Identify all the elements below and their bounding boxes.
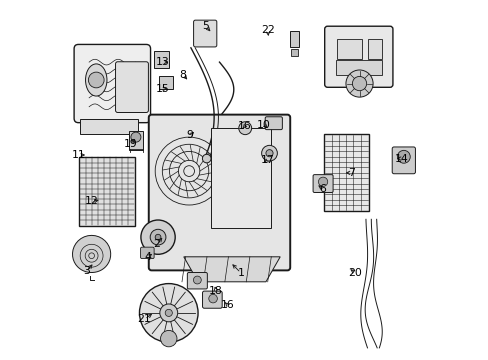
- Text: 21: 21: [137, 314, 151, 324]
- Circle shape: [160, 330, 177, 347]
- FancyBboxPatch shape: [264, 117, 282, 130]
- FancyBboxPatch shape: [187, 273, 207, 289]
- Text: 19: 19: [123, 139, 137, 149]
- Circle shape: [88, 72, 104, 88]
- Text: 2: 2: [153, 239, 160, 249]
- Circle shape: [141, 220, 175, 254]
- Text: 12: 12: [85, 197, 99, 206]
- Text: 20: 20: [347, 268, 362, 278]
- Text: 14: 14: [394, 154, 407, 163]
- Bar: [80, 119, 137, 134]
- Text: 9: 9: [186, 130, 193, 140]
- Bar: [154, 51, 168, 68]
- Circle shape: [150, 229, 165, 245]
- Circle shape: [318, 177, 327, 186]
- Text: 16: 16: [221, 300, 234, 310]
- FancyBboxPatch shape: [140, 247, 154, 258]
- Bar: [335, 60, 381, 75]
- Circle shape: [193, 276, 201, 284]
- Text: 10: 10: [257, 120, 270, 130]
- Circle shape: [131, 132, 141, 142]
- Circle shape: [160, 304, 177, 322]
- Circle shape: [352, 76, 366, 91]
- Text: 16: 16: [237, 121, 251, 131]
- Circle shape: [139, 284, 198, 342]
- Circle shape: [345, 70, 372, 97]
- Text: 11: 11: [71, 150, 85, 160]
- Bar: [210, 128, 271, 228]
- Text: 13: 13: [155, 57, 169, 67]
- Text: 18: 18: [208, 286, 223, 296]
- FancyBboxPatch shape: [148, 114, 290, 270]
- Text: 15: 15: [155, 84, 169, 94]
- Text: 3: 3: [83, 266, 90, 276]
- FancyBboxPatch shape: [202, 291, 222, 308]
- Circle shape: [397, 150, 409, 163]
- Bar: [79, 157, 134, 226]
- Bar: [128, 131, 143, 150]
- FancyBboxPatch shape: [74, 44, 150, 123]
- Bar: [337, 39, 362, 59]
- Bar: [367, 39, 381, 59]
- Polygon shape: [183, 257, 280, 282]
- Text: 5: 5: [202, 21, 209, 31]
- Text: 6: 6: [319, 184, 326, 194]
- Bar: [289, 31, 298, 47]
- FancyBboxPatch shape: [324, 26, 392, 87]
- Text: 17: 17: [260, 156, 274, 165]
- Text: 8: 8: [179, 69, 186, 80]
- Text: 4: 4: [144, 252, 151, 262]
- Circle shape: [238, 122, 251, 135]
- FancyBboxPatch shape: [115, 62, 148, 112]
- Text: 22: 22: [260, 25, 274, 35]
- Circle shape: [261, 145, 277, 161]
- Text: 7: 7: [347, 168, 354, 178]
- FancyBboxPatch shape: [193, 20, 216, 47]
- FancyBboxPatch shape: [312, 175, 332, 193]
- Bar: [290, 49, 298, 57]
- Circle shape: [208, 294, 217, 303]
- Circle shape: [155, 234, 161, 240]
- Text: 1: 1: [237, 268, 244, 278]
- Ellipse shape: [85, 64, 107, 96]
- Bar: [324, 134, 368, 211]
- Polygon shape: [72, 235, 110, 273]
- Circle shape: [265, 150, 272, 157]
- Circle shape: [202, 154, 210, 163]
- Circle shape: [165, 309, 172, 316]
- Bar: [159, 76, 172, 89]
- FancyBboxPatch shape: [391, 147, 415, 174]
